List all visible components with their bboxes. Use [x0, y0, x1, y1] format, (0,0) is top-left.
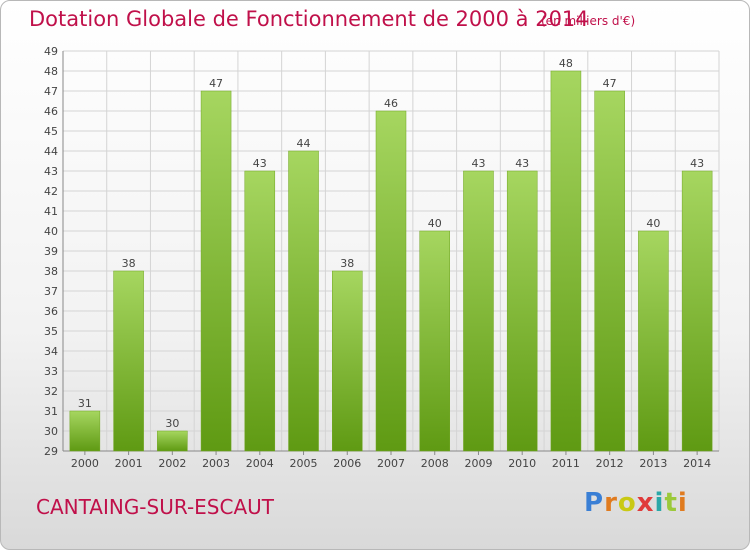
bars	[69, 70, 713, 452]
y-tick-label: 41	[44, 205, 58, 218]
y-tick-label: 39	[44, 245, 58, 258]
commune-name: CANTAING-SUR-ESCAUT	[36, 495, 274, 519]
x-tick-label: 2009	[464, 457, 492, 470]
bar-value-label: 44	[297, 137, 311, 150]
x-tick-label: 2014	[683, 457, 711, 470]
y-tick-label: 29	[44, 445, 58, 458]
y-tick-label: 32	[44, 385, 58, 398]
bar	[681, 170, 713, 452]
bar	[113, 270, 144, 452]
bar-value-label: 47	[603, 77, 617, 90]
y-tick-label: 33	[44, 365, 58, 378]
bar	[638, 230, 669, 452]
bar-value-label: 30	[165, 417, 179, 430]
bar-value-label: 31	[78, 397, 92, 410]
bar-value-label: 40	[428, 217, 442, 230]
x-tick-label: 2006	[333, 457, 361, 470]
y-tick-label: 47	[44, 85, 58, 98]
bar-value-label: 43	[515, 157, 529, 170]
bar-value-label: 38	[340, 257, 354, 270]
bar	[463, 170, 494, 452]
y-tick-label: 43	[44, 165, 58, 178]
x-tick-label: 2003	[202, 457, 230, 470]
bar	[594, 90, 625, 452]
y-tick-label: 49	[44, 45, 58, 58]
proxiti-logo: Proxiti	[584, 488, 688, 518]
y-tick-label: 45	[44, 125, 58, 138]
bar-value-label: 38	[122, 257, 136, 270]
data-labels: 31 38 30 47 43 44 38 46 40 43 43 48 47 40 43	[78, 57, 704, 430]
y-tick-label: 30	[44, 425, 58, 438]
y-tick-label: 38	[44, 265, 58, 278]
x-tick-label: 2012	[596, 457, 624, 470]
x-tick-label: 2004	[246, 457, 274, 470]
x-tick-label: 2000	[71, 457, 99, 470]
y-tick-label: 40	[44, 225, 58, 238]
chart-unit-label: (en milliers d'€)	[541, 14, 636, 28]
x-tick-label: 2013	[639, 457, 667, 470]
bar-value-label: 43	[690, 157, 704, 170]
x-tick-label: 2001	[115, 457, 143, 470]
y-tick-label: 37	[44, 285, 58, 298]
x-tick-label: 2002	[158, 457, 186, 470]
bar	[288, 150, 319, 452]
y-tick-label: 46	[44, 105, 58, 118]
bar	[506, 170, 538, 452]
y-tick-label: 48	[44, 65, 58, 78]
x-tick-label: 2008	[421, 457, 449, 470]
bar-value-label: 43	[253, 157, 267, 170]
bar-value-label: 46	[384, 97, 398, 110]
bar-value-label: 47	[209, 77, 223, 90]
y-tick-label: 31	[44, 405, 58, 418]
x-tick-label: 2011	[552, 457, 580, 470]
bar	[419, 230, 450, 452]
bar	[200, 90, 232, 452]
chart-title: Dotation Globale de Fonctionnement de 20…	[29, 7, 589, 31]
x-tick-label: 2005	[290, 457, 318, 470]
y-tick-label: 42	[44, 185, 58, 198]
bar	[332, 270, 363, 452]
x-tick-label: 2007	[377, 457, 405, 470]
bar-value-label: 43	[471, 157, 485, 170]
y-tick-label: 35	[44, 325, 58, 338]
bar-value-label: 48	[559, 57, 573, 70]
x-tick-label: 2010	[508, 457, 536, 470]
y-tick-label: 44	[44, 145, 58, 158]
y-tick-label: 36	[44, 305, 58, 318]
y-tick-label: 34	[44, 345, 58, 358]
bar	[244, 170, 276, 452]
bar	[550, 70, 582, 452]
bar	[375, 110, 407, 452]
bar	[157, 430, 188, 452]
bar	[69, 410, 101, 452]
bar-value-label: 40	[646, 217, 660, 230]
